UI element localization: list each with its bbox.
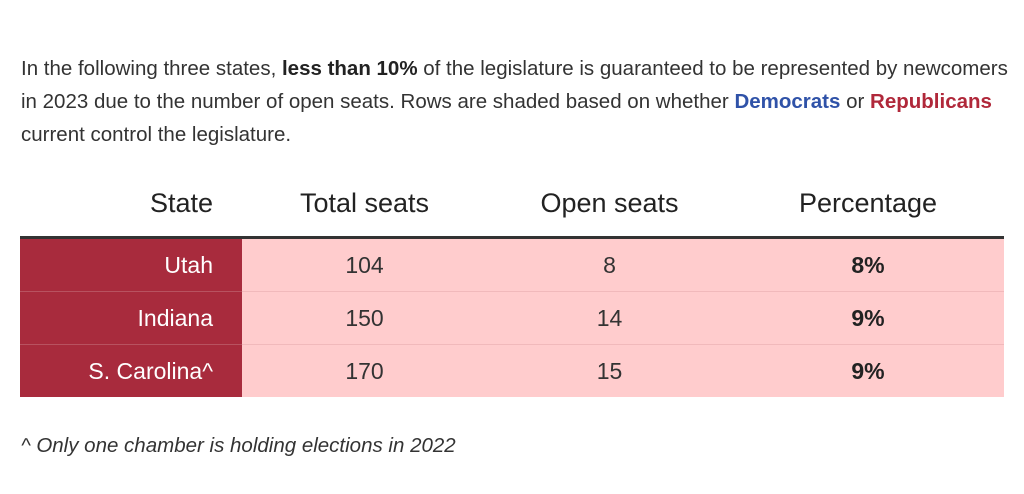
cell-open-seats: 15 <box>487 344 732 397</box>
cell-state: Indiana <box>20 291 242 345</box>
open-seats-table: State Total seats Open seats Percentage … <box>20 170 1004 397</box>
intro-text-2: of the legislature is guaranteed to be r… <box>21 56 1008 113</box>
intro-text-3: or <box>840 89 871 113</box>
cell-total-seats: 104 <box>242 237 487 292</box>
cell-state: S. Carolina^ <box>20 344 242 397</box>
cell-percentage: 9% <box>732 344 1004 397</box>
table-row: Indiana 150 14 9% <box>20 291 1004 345</box>
footnote: ^ Only one chamber is holding elections … <box>21 434 456 457</box>
republicans-legend-label: Republicans <box>870 89 992 113</box>
cell-percentage: 9% <box>732 291 1004 345</box>
table-row: Utah 104 8 8% <box>20 237 1004 292</box>
intro-paragraph: In the following three states, less than… <box>21 52 1011 151</box>
header-state: State <box>20 170 242 239</box>
header-open-seats: Open seats <box>487 170 732 239</box>
table-header-row: State Total seats Open seats Percentage <box>20 170 1004 239</box>
cell-open-seats: 8 <box>487 237 732 292</box>
intro-highlight: less than 10% <box>281 56 418 80</box>
intro-text-4: current control the legislature. <box>21 122 292 146</box>
header-percentage: Percentage <box>732 170 1004 239</box>
cell-total-seats: 150 <box>242 291 487 345</box>
header-total-seats: Total seats <box>242 170 487 239</box>
intro-text-1: In the following three states, <box>21 56 282 80</box>
cell-open-seats: 14 <box>487 291 732 345</box>
cell-percentage: 8% <box>732 237 1004 292</box>
cell-state: Utah <box>20 237 242 292</box>
democrats-legend-label: Democrats <box>734 89 841 113</box>
table-row: S. Carolina^ 170 15 9% <box>20 344 1004 397</box>
cell-total-seats: 170 <box>242 344 487 397</box>
